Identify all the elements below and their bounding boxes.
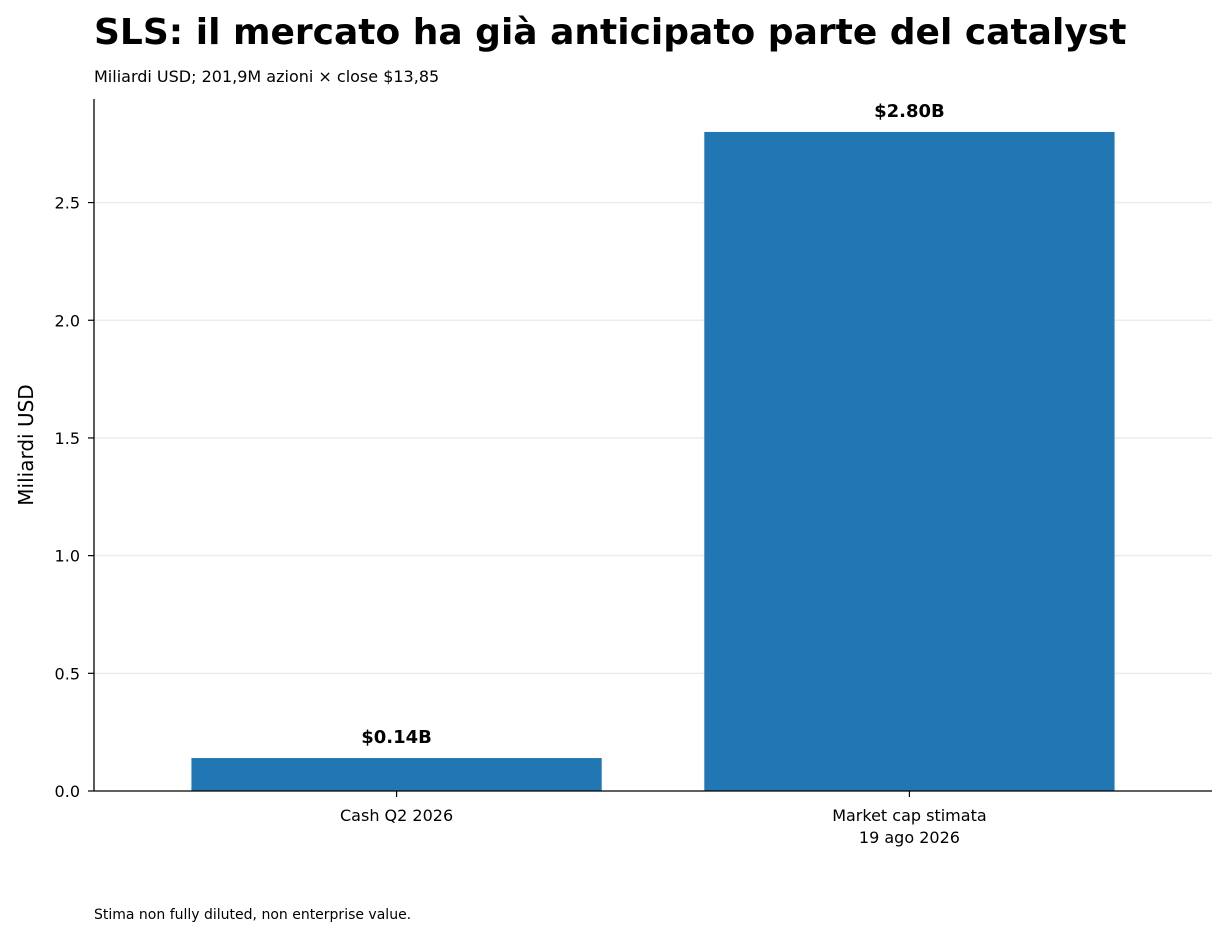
y-tick-label: 0.5 (55, 664, 80, 683)
y-axis-label: Miliardi USD (14, 384, 38, 505)
y-tick-label: 1.0 (55, 547, 80, 566)
data-labels: $0.14B $2.80B (361, 101, 945, 748)
chart-title: SLS: il mercato ha già anticipato parte … (94, 12, 1127, 53)
bars (191, 131, 1115, 791)
bar (704, 131, 1115, 791)
data-label: $2.80B (874, 101, 945, 122)
y-tick-label: 2.5 (55, 194, 80, 213)
x-ticks: Cash Q2 2026 Market cap stimata 19 ago 202… (340, 791, 987, 847)
y-tick-label: 2.0 (55, 311, 80, 330)
footnote: Stima non fully diluted, non enterprise … (94, 907, 412, 923)
y-tick-label: 0.0 (55, 782, 80, 801)
chart-subtitle: Miliardi USD; 201,9M azioni × close $13,… (94, 67, 440, 86)
y-ticks: 0.0 0.5 1.0 1.5 2.0 2.5 (55, 194, 94, 801)
data-label: $0.14B (361, 727, 432, 748)
x-tick-label: Cash Q2 2026 (340, 806, 453, 825)
bar (191, 758, 602, 791)
axes (93, 99, 1212, 792)
x-tick-label: Market cap stimata 19 ago 2026 (832, 806, 986, 847)
y-tick-label: 1.5 (55, 429, 80, 448)
